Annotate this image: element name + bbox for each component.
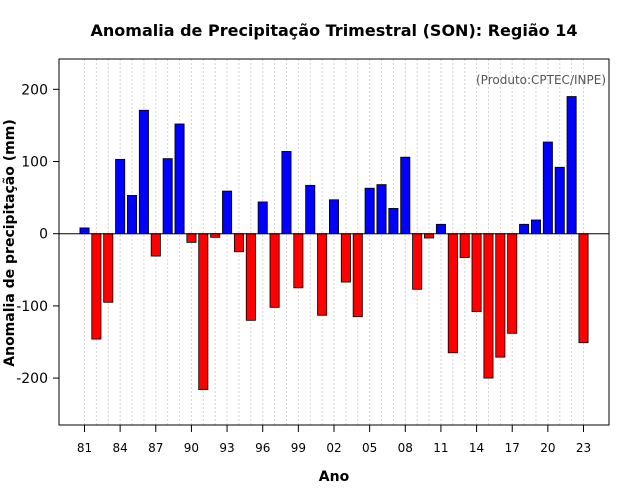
y-tick-label: 200 [21,82,48,98]
bar-1992 [210,233,221,238]
bar-1993 [222,190,233,235]
bar-2020 [542,141,553,235]
grid [84,59,584,425]
x-axis: 81 84 87 90 93 96 99 02 05 08 11 14 17 20 23 [77,425,591,455]
bar-2003 [340,233,351,283]
bar-2021 [554,166,565,235]
x-axis-label: Ano [319,469,350,485]
bar-2008 [400,156,411,235]
x-tick-label: 02 [326,441,341,455]
bar-2019 [530,219,541,235]
bar-1987 [150,233,161,257]
bar-2010 [424,233,435,239]
bar-1995 [245,233,256,321]
x-tick-label: 90 [184,441,199,455]
bar-1988 [162,158,173,235]
x-tick-label: 17 [505,441,520,455]
x-tick-label: 87 [148,441,163,455]
bar-2022 [566,96,577,235]
x-tick-label: 11 [433,441,448,455]
bars [79,96,589,391]
bar-2016 [495,233,506,358]
bar-1986 [138,109,149,235]
x-tick-label: 08 [398,441,413,455]
bar-1998 [281,151,292,235]
x-tick-label: 14 [469,441,484,455]
y-axis-label: Anomalia de precipitação (mm) [2,119,18,366]
bar-2011 [435,223,446,235]
bar-2000 [305,184,316,235]
chart-title: Anomalia de Precipitação Trimestral (SON… [91,21,578,40]
y-tick-label: 0 [39,227,48,243]
bar-1991 [198,233,209,391]
bar-1982 [91,233,102,340]
bar-2014 [471,233,482,313]
x-tick-label: 05 [362,441,377,455]
bar-2007 [388,208,399,235]
bar-2012 [447,233,458,354]
bar-1984 [115,158,126,235]
bar-1990 [186,233,197,243]
x-tick-label: 96 [255,441,270,455]
credit-label: (Produto:CPTEC/INPE) [476,73,606,87]
bar-2017 [507,233,518,334]
bar-2006 [376,184,387,235]
bar-2018 [519,223,530,235]
bar-2002 [328,199,339,235]
bar-2001 [317,233,328,316]
bar-2023 [578,233,589,344]
y-tick-label: -200 [16,371,48,387]
x-tick-label: 23 [576,441,591,455]
x-tick-label: 20 [540,441,555,455]
bar-2013 [459,233,470,258]
bar-1989 [174,123,185,235]
y-axis: -200 -100 0 100 200 [16,82,59,387]
y-tick-label: -100 [16,299,48,315]
x-tick-label: 93 [219,441,234,455]
bar-1997 [269,233,280,308]
bar-1983 [103,233,114,303]
bar-2004 [352,233,363,318]
x-tick-label: 84 [113,441,128,455]
bar-1994 [233,233,244,253]
x-tick-label: 81 [77,441,92,455]
bar-1999 [293,233,304,289]
y-tick-label: 100 [21,155,48,171]
bar-2009 [412,233,423,290]
bar-1981 [79,227,90,235]
bar-1985 [127,195,138,235]
bar-2015 [483,233,494,379]
x-tick-label: 99 [291,441,306,455]
bar-1996 [257,201,268,235]
bar-2005 [364,187,375,235]
